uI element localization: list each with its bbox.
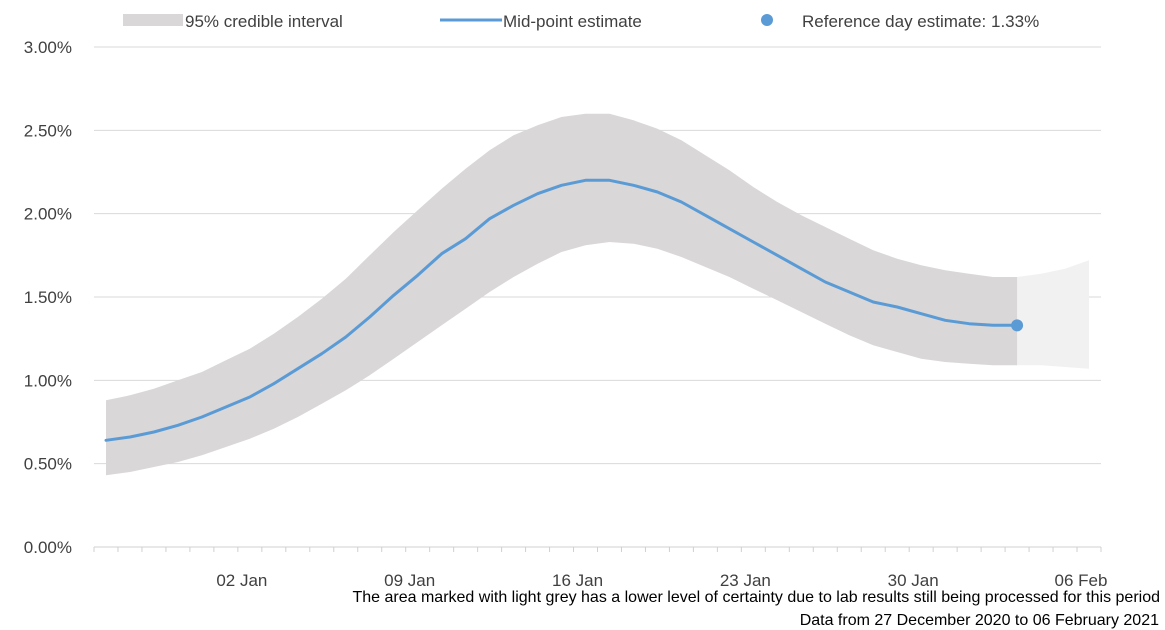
y-tick-label: 0.50% [24,455,72,474]
y-tick-label: 2.00% [24,205,72,224]
x-axis-tick-labels: 02 Jan 09 Jan 16 Jan 23 Jan 30 Jan 06 Feb [216,571,1107,590]
y-tick-label: 1.50% [24,288,72,307]
legend-midpoint-label: Mid-point estimate [503,12,642,31]
legend-reference-label: Reference day estimate: 1.33% [802,12,1039,31]
reference-day-point [1011,319,1024,332]
x-tick-label: 30 Jan [888,571,939,590]
x-tick-label: 09 Jan [384,571,435,590]
x-tick-label: 06 Feb [1055,571,1108,590]
footnote: The area marked with light grey has a lo… [352,589,1160,606]
x-tick-label: 23 Jan [720,571,771,590]
y-tick-label: 3.00% [24,38,72,57]
y-axis-tick-labels: 0.00% 0.50% 1.00% 1.50% 2.00% 2.50% 3.00% [24,38,72,557]
x-tick-label: 16 Jan [552,571,603,590]
x-axis-minor-ticks [93,547,1102,552]
credible-interval-band [106,113,1018,476]
mid-point-line [104,178,1019,442]
y-tick-label: 1.00% [24,371,72,390]
y-tick-label: 0.00% [24,538,72,557]
legend-reference-swatch [761,14,773,26]
y-tick-label: 2.50% [24,121,72,140]
legend-interval-swatch [123,14,183,26]
x-tick-label: 02 Jan [216,571,267,590]
legend: 95% credible interval Mid-point estimate… [123,12,1039,31]
uncertain-period-band [1017,260,1089,369]
legend-interval-label: 95% credible interval [185,12,343,31]
data-source-note: Data from 27 December 2020 to 06 Februar… [800,612,1159,629]
